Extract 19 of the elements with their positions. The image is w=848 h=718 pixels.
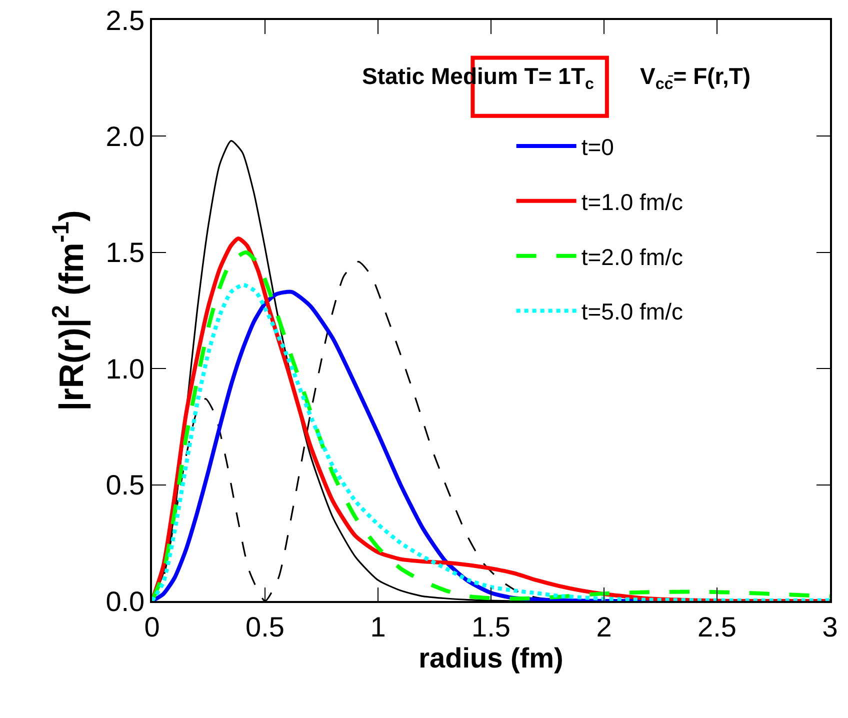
x-tick-label: 1 xyxy=(370,611,386,642)
x-tick-label: 1.5 xyxy=(472,611,510,642)
legend-label: t=5.0 fm/c xyxy=(581,298,683,325)
legend-label: t=0 xyxy=(581,134,614,160)
x-tick-label: 2.5 xyxy=(698,611,736,642)
annotation: V$_{cc̄}$= F(r,T) xyxy=(640,63,751,93)
y-tick-label: 1.5 xyxy=(106,237,145,268)
x-tick-label: 0.5 xyxy=(246,611,284,642)
y-tick-label: 0.5 xyxy=(106,470,145,501)
x-tick-label: 2 xyxy=(596,611,612,642)
x-tick-label: 0 xyxy=(144,611,160,642)
y-tick-label: 0.0 xyxy=(106,586,145,617)
y-tick-label: 1.0 xyxy=(106,353,145,384)
y-tick-label: 2.5 xyxy=(106,4,145,36)
legend-label: t=2.0 fm/c xyxy=(581,244,683,270)
legend-label: t=1.0 fm/c xyxy=(581,188,683,215)
y-tick-label: 2.0 xyxy=(106,121,145,152)
x-tick-label: 3 xyxy=(822,611,838,642)
x-axis-title: radius (fm) xyxy=(418,642,564,674)
